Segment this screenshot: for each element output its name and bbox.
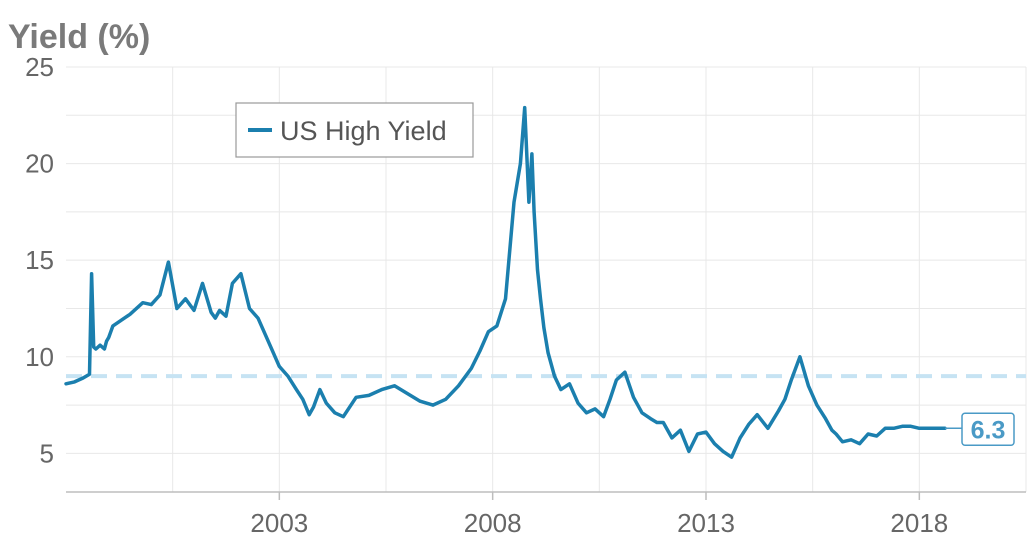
y-tick-label: 10 [25, 342, 54, 372]
grid-layer [66, 66, 1027, 492]
x-tick-label: 2018 [890, 508, 948, 538]
y-axis-title: Yield (%) [8, 18, 151, 56]
y-tick-label: 15 [25, 245, 54, 275]
y-tick-label: 25 [25, 52, 54, 82]
y-tick-label: 5 [40, 438, 54, 468]
end-label-layer: 6.3 [944, 412, 1015, 446]
legend-box [235, 102, 474, 158]
series-line-us-high-yield [64, 105, 947, 459]
series-layer [64, 105, 947, 459]
x-tick-label: 2013 [677, 508, 735, 538]
end-label-value: 6.3 [971, 416, 1006, 444]
x-tick-label: 2008 [464, 508, 522, 538]
y-tick-label: 20 [25, 149, 54, 179]
legend: US High Yield [235, 102, 474, 158]
end-label-box [961, 412, 1015, 446]
axis-layer: 5 10 15 20 25 2003 2008 2013 2018 [25, 52, 1026, 538]
legend-label: US High Yield [280, 116, 447, 146]
x-tick-label: 2003 [250, 508, 308, 538]
